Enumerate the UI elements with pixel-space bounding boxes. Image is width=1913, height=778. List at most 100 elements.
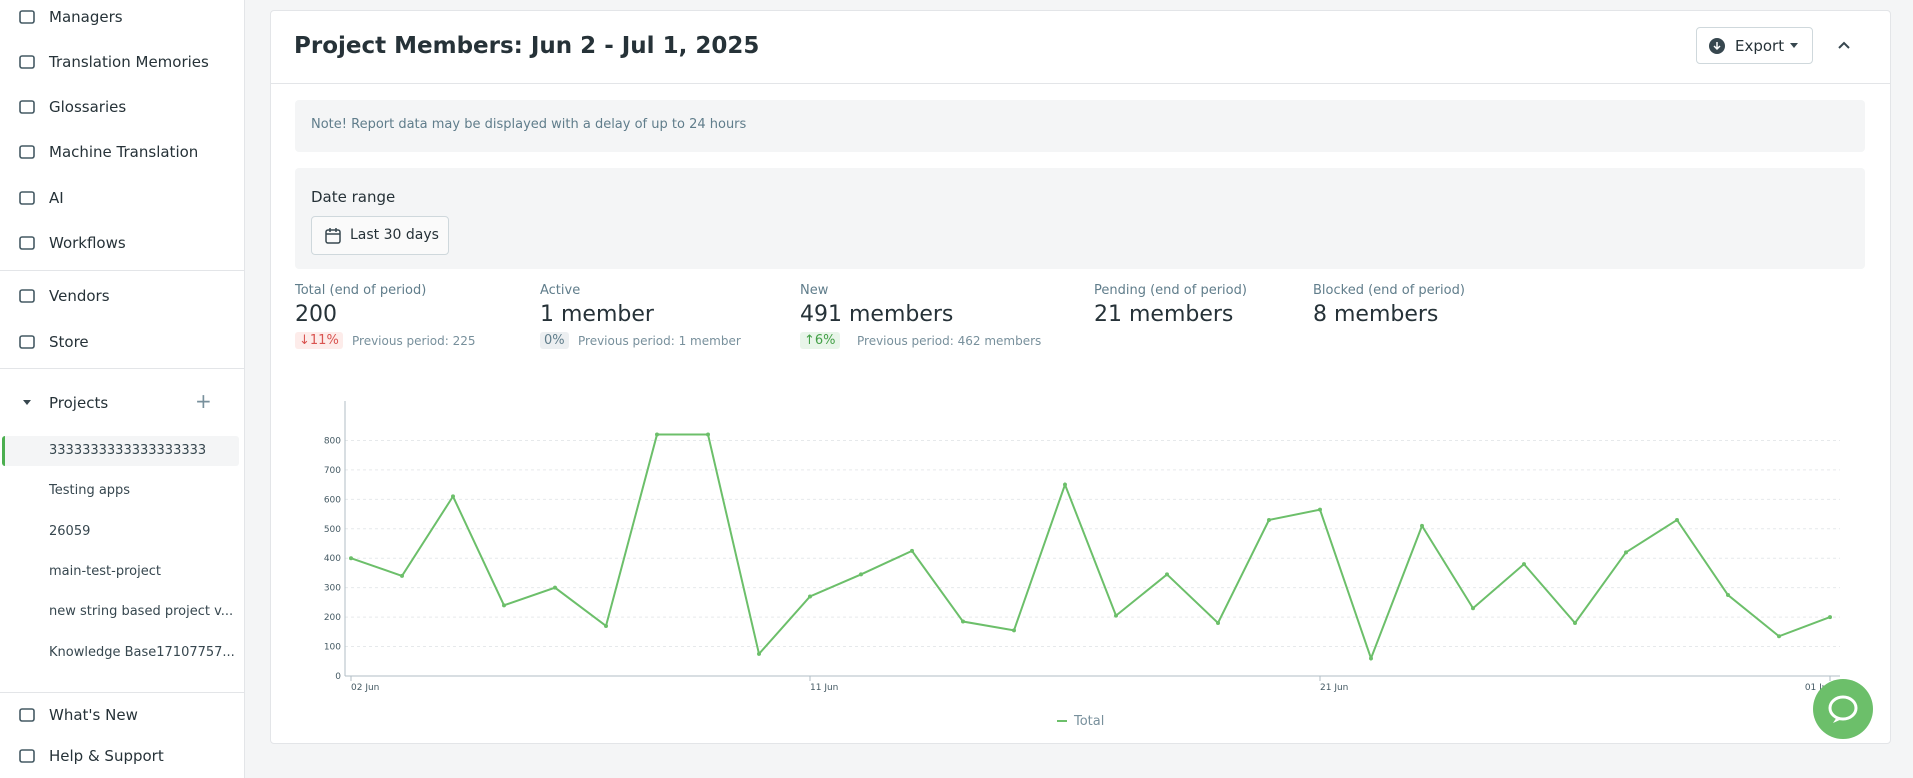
stat-value: 8 members bbox=[1313, 302, 1439, 327]
nav-item[interactable]: Managers bbox=[49, 8, 123, 26]
change-value: 6% bbox=[814, 333, 836, 348]
nav-icon bbox=[19, 749, 35, 763]
nav-item[interactable]: Workflows bbox=[49, 234, 126, 252]
point bbox=[1165, 572, 1169, 577]
point bbox=[1675, 517, 1679, 522]
export-button[interactable]: Export bbox=[1696, 27, 1813, 64]
date-range-box: Date range Last 30 days bbox=[295, 168, 1865, 269]
point bbox=[604, 623, 608, 628]
y-tick-label: 500 bbox=[324, 525, 341, 535]
point bbox=[1318, 507, 1322, 512]
change-value: 0% bbox=[544, 333, 565, 348]
y-tick-label: 100 bbox=[324, 643, 341, 653]
point bbox=[400, 573, 404, 578]
date-range-label: Date range bbox=[311, 188, 396, 206]
nav-item[interactable]: AI bbox=[49, 189, 64, 207]
y-tick-label: 700 bbox=[324, 466, 341, 476]
project-item[interactable]: 26059 bbox=[49, 523, 91, 539]
y-tick-label: 300 bbox=[324, 584, 341, 594]
sidebar: Managers Translation Memories Glossaries Ma… bbox=[0, 0, 245, 778]
point bbox=[1471, 606, 1475, 611]
stat-value: 21 members bbox=[1094, 302, 1234, 327]
nav-item[interactable]: Machine Translation bbox=[49, 143, 199, 161]
point bbox=[1012, 628, 1016, 633]
x-tick-label: 11 Jun bbox=[810, 683, 838, 693]
project-item[interactable]: new string based project v... bbox=[49, 604, 234, 620]
stat-label: Blocked (end of period) bbox=[1313, 283, 1465, 298]
point bbox=[1369, 656, 1373, 661]
stat-value: 491 members bbox=[800, 302, 954, 327]
point bbox=[1624, 550, 1628, 555]
legend-label: Total bbox=[1073, 714, 1104, 729]
point bbox=[808, 594, 812, 599]
stat-label: Pending (end of period) bbox=[1094, 283, 1247, 298]
note-box: Note! Report data may be displayed with … bbox=[295, 100, 1865, 152]
line bbox=[350, 433, 1831, 662]
y-tick-label: 800 bbox=[324, 436, 341, 446]
report-title: Project Members: Jun 2 - Jul 1, 2025 bbox=[294, 33, 760, 59]
selected-bg bbox=[2, 436, 239, 466]
project-item[interactable]: Testing apps bbox=[49, 483, 131, 499]
nav-icon bbox=[19, 335, 35, 349]
icon-shape bbox=[19, 749, 35, 763]
project-item[interactable]: Knowledge Base17107757... bbox=[49, 644, 235, 660]
point bbox=[1267, 517, 1271, 522]
stat-value: 1 member bbox=[540, 302, 654, 327]
project-item[interactable]: 3333333333333333333 bbox=[49, 443, 207, 458]
date-range-button[interactable]: Last 30 days bbox=[311, 216, 449, 255]
calendar-icon bbox=[325, 228, 341, 244]
nav-icon bbox=[19, 289, 35, 303]
point bbox=[1777, 634, 1781, 639]
nav-icon bbox=[19, 708, 35, 722]
point bbox=[349, 556, 353, 561]
point bbox=[706, 432, 710, 437]
collapse-button[interactable] bbox=[1837, 39, 1851, 51]
x-tick-label: 01 Jul bbox=[1805, 683, 1830, 693]
change-arrow: ↓ bbox=[299, 333, 310, 348]
export-icon bbox=[1709, 38, 1725, 54]
projects-caret bbox=[23, 400, 31, 405]
chart: 0 100 200 300 400 500 600 700 800 02 Jun 11 Jun 21 … bbox=[324, 401, 1840, 729]
icon-shape bbox=[19, 335, 35, 349]
nav-icon bbox=[19, 145, 35, 159]
footer-item[interactable]: What's New bbox=[49, 706, 138, 724]
report-panel: Project Members: Jun 2 - Jul 1, 2025 Exp… bbox=[270, 10, 1891, 744]
x-tick-label: 21 Jun bbox=[1320, 683, 1348, 693]
stat-change: ↑6% bbox=[800, 332, 840, 349]
icon-shape bbox=[19, 55, 35, 69]
icon-shape bbox=[19, 100, 35, 114]
point bbox=[1522, 562, 1526, 567]
export-label: Export bbox=[1735, 37, 1785, 55]
project-item[interactable]: main-test-project bbox=[49, 563, 161, 579]
projects-header[interactable]: Projects bbox=[49, 394, 109, 412]
footer-item[interactable]: Help & Support bbox=[49, 747, 164, 765]
point bbox=[1420, 523, 1424, 528]
add-project[interactable]: + bbox=[195, 389, 212, 413]
icon-shape bbox=[19, 191, 35, 205]
help-chat-button[interactable] bbox=[1813, 679, 1873, 739]
stat-previous: Previous period: 1 member bbox=[578, 334, 741, 348]
stat-value: 200 bbox=[295, 302, 337, 327]
divider bbox=[0, 692, 244, 693]
icon-shape bbox=[19, 10, 35, 24]
nav-item[interactable]: Vendors bbox=[49, 287, 110, 305]
nav-item[interactable]: Glossaries bbox=[49, 98, 127, 116]
change-value: 11% bbox=[309, 333, 339, 348]
icon-shape bbox=[19, 289, 35, 303]
nav-icon bbox=[19, 100, 35, 114]
stat-previous: Previous period: 225 bbox=[352, 334, 476, 348]
y-tick-label: 0 bbox=[335, 672, 341, 682]
nav-icon bbox=[19, 191, 35, 205]
y-tick-label: 600 bbox=[324, 495, 341, 505]
icon-shape bbox=[19, 708, 35, 722]
stat-label: Total (end of period) bbox=[295, 283, 427, 298]
stat-label: New bbox=[800, 283, 829, 298]
nav-item[interactable]: Store bbox=[49, 333, 89, 351]
y-tick-label: 400 bbox=[324, 554, 341, 564]
point bbox=[1114, 613, 1118, 618]
point bbox=[655, 432, 659, 437]
nav-item[interactable]: Translation Memories bbox=[49, 53, 209, 71]
stat-change: ↓11% bbox=[295, 332, 343, 349]
stat-previous: Previous period: 462 members bbox=[857, 334, 1042, 348]
stat-label: Active bbox=[540, 283, 581, 298]
